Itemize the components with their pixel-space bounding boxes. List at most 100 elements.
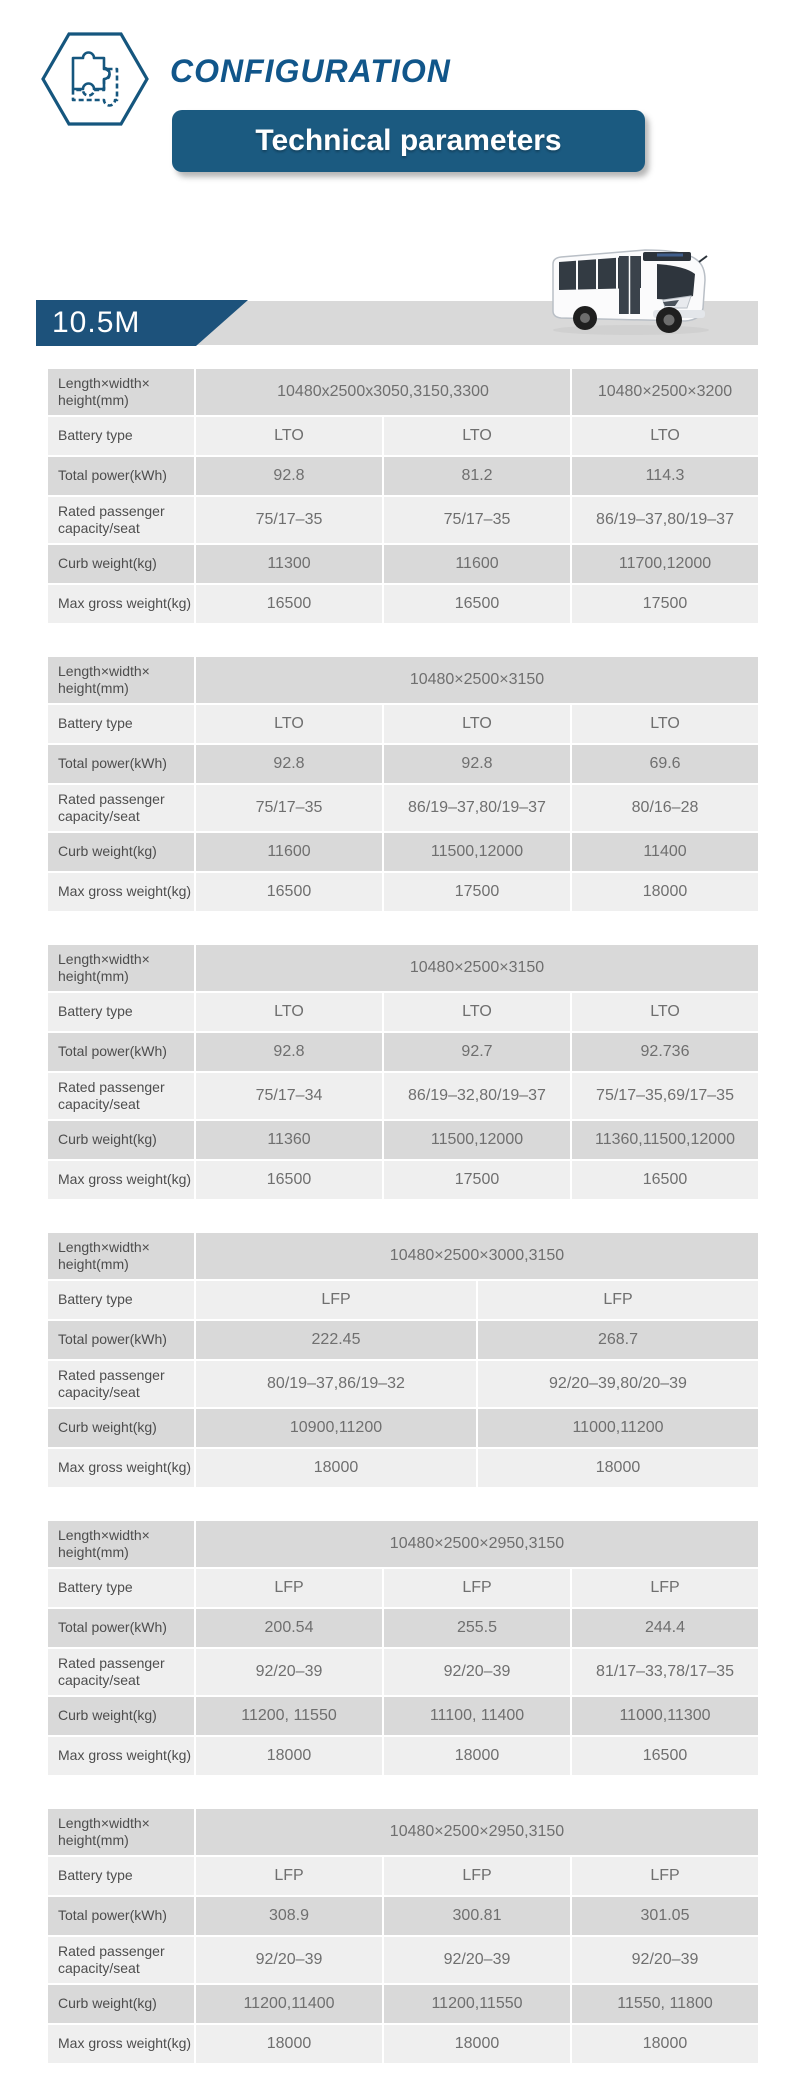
row-label: Battery type [48,993,194,1031]
cell-value: 10480×2500×3200 [572,369,759,415]
cell-value: 75/17–35 [196,497,382,543]
spec-table: Length×width× height(mm) 10480×2500×3150 B… [46,655,760,913]
cell-value: 16500 [196,873,382,911]
row-label: Total power(kWh) [48,1321,194,1359]
row-label: Curb weight(kg) [48,833,194,871]
row-label: Battery type [48,705,194,743]
row-label: Curb weight(kg) [48,1697,194,1735]
row-label: Curb weight(kg) [48,1985,194,2023]
technical-parameters-label: Technical parameters [255,124,562,157]
cell-value: 81.2 [384,457,571,495]
row-label: Curb weight(kg) [48,1409,194,1447]
row-label: Curb weight(kg) [48,1121,194,1159]
cell-value: 86/19–37,80/19–37 [572,497,759,543]
cell-value: 11600 [196,833,382,871]
row-label: Battery type [48,1569,194,1607]
cell-value: LTO [384,417,571,455]
cell-value: 11500,12000 [384,1121,570,1159]
cell-value: LTO [384,993,570,1031]
cell-value: 16500 [572,1737,759,1775]
cell-value: 16500 [572,1161,759,1199]
cell-value: 92.8 [384,745,570,783]
cell-value: 92/20–39 [572,1937,759,1983]
cell-value: 268.7 [478,1321,758,1359]
cell-value: 18000 [196,1449,476,1487]
cell-value: 16500 [196,1161,382,1199]
row-label: Length×width× height(mm) [48,1521,194,1567]
spec-tables-section: Length×width× height(mm) 10480x2500x3050,… [46,367,760,2084]
cell-value: 114.3 [572,457,759,495]
row-label: Rated passenger capacity/seat [48,1649,194,1695]
row-label: Max gross weight(kg) [48,1737,194,1775]
cell-value: 11700,12000 [572,545,759,583]
cell-value: 17500 [384,1161,570,1199]
spec-table: Length×width× height(mm) 10480×2500×2950,… [46,1807,760,2065]
row-label: Total power(kWh) [48,1897,194,1935]
cell-value: LFP [384,1569,570,1607]
row-label: Length×width× height(mm) [48,1233,194,1279]
cell-value: LFP [572,1857,759,1895]
page-title: CONFIGURATION [170,53,451,89]
row-label: Length×width× height(mm) [48,657,194,703]
cell-value: 18000 [478,1449,758,1487]
cell-value: 301.05 [572,1897,759,1935]
cell-value: 18000 [384,2025,570,2063]
row-label: Rated passenger capacity/seat [48,1937,194,1983]
cell-value: 11200,11400 [196,1985,382,2023]
spec-table-grid: Length×width× height(mm) 10480×2500×2950,… [46,1807,760,2065]
spec-table: Length×width× height(mm) 10480x2500x3050,… [46,367,760,625]
cell-value: 75/17–35 [384,497,571,543]
cell-value: 75/17–34 [196,1073,382,1119]
model-label: 10.5M [52,306,141,339]
cell-value: LTO [196,993,382,1031]
cell-value: 86/19–37,80/19–37 [384,785,570,831]
spec-table-grid: Length×width× height(mm) 10480×2500×3150 B… [46,655,760,913]
cell-value: 18000 [196,1737,382,1775]
technical-parameters-banner: Technical parameters [172,110,645,172]
cell-value: 17500 [384,873,570,911]
cell-value: 10480×2500×3000,3150 [196,1233,758,1279]
cell-value: LFP [384,1857,570,1895]
cell-value: 200.54 [196,1609,382,1647]
cell-value: 11000,11300 [572,1697,759,1735]
cell-value: 16500 [196,585,382,623]
cell-value: LTO [384,705,570,743]
row-label: Rated passenger capacity/seat [48,1361,194,1407]
row-label: Curb weight(kg) [48,545,194,583]
puzzle-hexagon-icon [41,32,149,126]
row-label: Total power(kWh) [48,457,194,495]
cell-value: 80/16–28 [572,785,759,831]
cell-value: LTO [572,705,759,743]
spec-table-grid: Length×width× height(mm) 10480x2500x3050,… [46,367,760,625]
cell-value: 11200,11550 [384,1985,570,2023]
cell-value: LTO [196,705,382,743]
cell-value: LFP [196,1281,476,1319]
row-label: Max gross weight(kg) [48,1161,194,1199]
spec-table: Length×width× height(mm) 10480×2500×3150 B… [46,943,760,1201]
cell-value: 11300 [196,545,382,583]
cell-value: 308.9 [196,1897,382,1935]
cell-value: 18000 [572,2025,759,2063]
cell-value: 11600 [384,545,571,583]
cell-value: 92.7 [384,1033,570,1071]
cell-value: 86/19–32,80/19–37 [384,1073,570,1119]
cell-value: 11400 [572,833,759,871]
cell-value: 81/17–33,78/17–35 [572,1649,759,1695]
bus-image [552,249,709,335]
cell-value: LFP [478,1281,758,1319]
cell-value: 92/20–39 [196,1649,382,1695]
cell-value: 80/19–37,86/19–32 [196,1361,476,1407]
cell-value: 244.4 [572,1609,759,1647]
cell-value: LFP [196,1569,382,1607]
row-label: Battery type [48,1281,194,1319]
row-label: Total power(kWh) [48,1609,194,1647]
cell-value: 10480×2500×2950,3150 [196,1521,759,1567]
spec-table-grid: Length×width× height(mm) 10480×2500×3150 B… [46,943,760,1201]
row-label: Max gross weight(kg) [48,585,194,623]
cell-value: 10480x2500x3050,3150,3300 [196,369,571,415]
row-label: Battery type [48,417,194,455]
cell-value: 300.81 [384,1897,570,1935]
cell-value: 11360 [196,1121,382,1159]
cell-value: 255.5 [384,1609,570,1647]
cell-value: 92/20–39 [196,1937,382,1983]
